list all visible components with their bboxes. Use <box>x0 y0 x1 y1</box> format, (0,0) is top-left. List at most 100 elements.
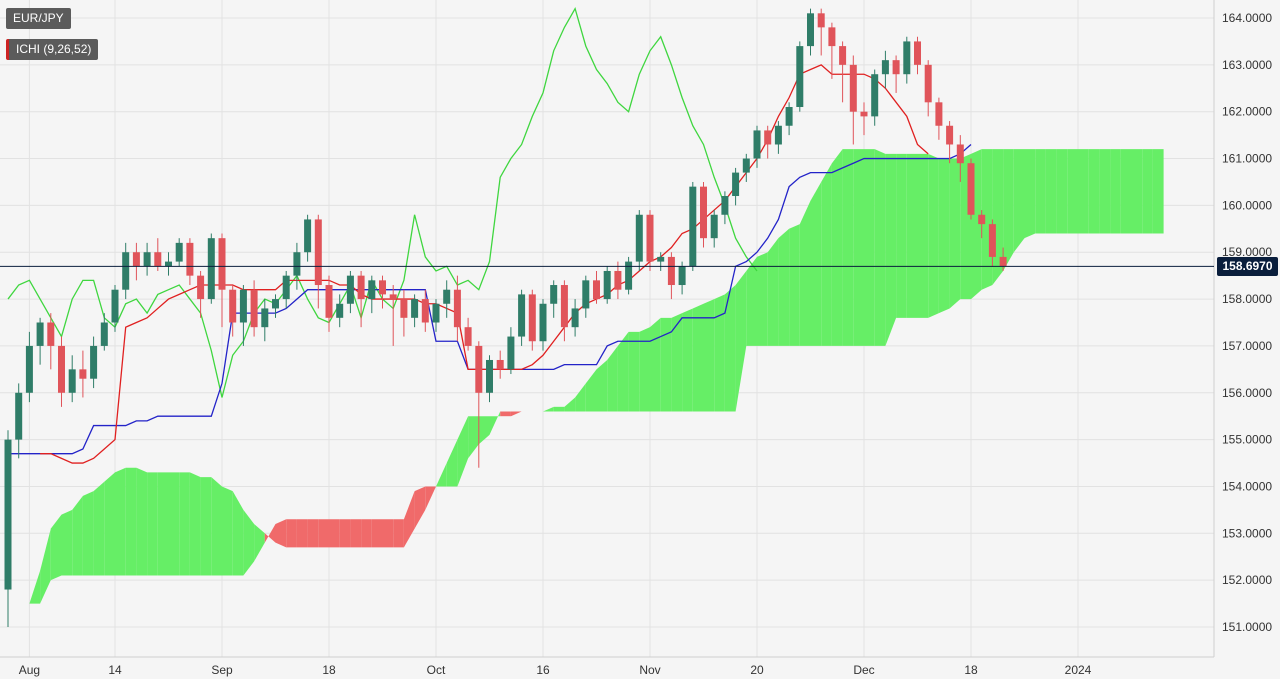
candle-down <box>154 252 162 267</box>
candle-down <box>892 60 900 75</box>
x-tick-label: 18 <box>964 663 978 677</box>
candle-down <box>400 299 408 318</box>
candle-down <box>357 275 365 300</box>
candle-up <box>282 275 290 300</box>
kumo-bull-segment <box>478 416 490 445</box>
x-tick-label: Aug <box>19 663 40 677</box>
kumo-bull-segment <box>168 472 180 576</box>
kumo-bull-segment <box>1067 149 1078 234</box>
kumo-bull-segment <box>682 308 693 412</box>
kumo-bear-segment <box>318 519 329 548</box>
kumo-bull-segment <box>885 153 897 346</box>
candle-up <box>625 261 633 290</box>
x-tick-label: 2024 <box>1065 663 1092 677</box>
candle-down <box>58 345 65 393</box>
x-tick-label: 14 <box>108 663 122 677</box>
kumo-bear-segment <box>361 519 372 548</box>
candle-up <box>871 74 879 117</box>
kumo-bull-segment <box>853 149 864 346</box>
kumo-bull-segment <box>1120 149 1132 234</box>
candle-down <box>464 327 472 346</box>
kumo-bull-segment <box>179 472 190 576</box>
y-tick-label: 153.0000 <box>1222 526 1272 540</box>
kumo-bull-segment <box>906 153 918 318</box>
kumo-bull-segment <box>446 439 458 487</box>
candle-down <box>849 64 857 112</box>
kumo-bull-segment <box>125 467 137 576</box>
kumo-bull-segment <box>650 317 661 412</box>
kumo-bull-segment <box>436 463 447 487</box>
kumo-bull-segment <box>1078 149 1089 234</box>
candle-down <box>839 46 847 65</box>
kumo-bear-segment <box>403 491 415 548</box>
kumo-bull-segment <box>147 472 158 576</box>
kumo-bear-segment <box>500 411 511 417</box>
candle-down <box>218 238 226 290</box>
candle-down <box>79 369 87 379</box>
x-tick-label: 20 <box>750 663 764 677</box>
candle-down <box>325 285 333 318</box>
kumo-bull-segment <box>917 153 929 318</box>
kumo-bear-segment <box>414 486 426 529</box>
kumo-bull-segment <box>585 369 597 412</box>
kumo-bull-segment <box>232 491 244 576</box>
candle-up <box>100 322 108 346</box>
candle-down <box>764 130 772 145</box>
candle-down <box>828 27 836 47</box>
candle-up <box>539 303 547 342</box>
kumo-bull-segment <box>864 149 875 346</box>
candle-up <box>507 336 515 370</box>
kumo-bull-segment <box>607 345 618 412</box>
candle-down <box>914 41 921 65</box>
candle-down <box>229 289 237 323</box>
kumo-bear-segment <box>371 519 383 548</box>
kumo-bull-segment <box>1013 149 1025 253</box>
kumo-bull-segment <box>243 509 255 576</box>
kumo-bull-segment <box>61 509 73 576</box>
x-tick-label: 16 <box>536 663 550 677</box>
y-tick-label: 161.0000 <box>1222 152 1272 166</box>
kumo-bull-segment <box>1056 149 1068 234</box>
candle-down <box>593 280 600 300</box>
y-tick-label: 163.0000 <box>1222 58 1272 72</box>
indicator-label[interactable]: ICHI (9,26,52) <box>6 39 99 60</box>
kumo-bull-segment <box>1045 149 1057 234</box>
kumo-bull-segment <box>810 181 822 346</box>
candle-up <box>175 242 183 262</box>
tenkan-sen-line <box>40 64 929 464</box>
kumo-bull-segment <box>928 153 939 318</box>
y-tick-label: 152.0000 <box>1222 573 1272 587</box>
candle-up <box>742 158 750 173</box>
kumo-bull-segment <box>50 514 62 581</box>
kumo-bull-segment <box>671 313 683 412</box>
candle-down <box>560 285 568 328</box>
kumo-bear-segment <box>307 519 319 548</box>
kumo-bull-segment <box>938 158 950 314</box>
candle-down <box>47 322 55 346</box>
kumo-bull-segment <box>778 228 790 346</box>
kumo-bull-segment <box>1110 149 1121 234</box>
candle-down <box>186 242 194 276</box>
kumo-bull-segment <box>703 299 715 412</box>
kumo-bear-segment <box>339 519 351 548</box>
kumo-bear-segment <box>510 411 522 417</box>
kumo-bull-segment <box>1003 149 1014 271</box>
kumo-bull-segment <box>746 256 757 346</box>
kumo-bull-segment <box>564 397 576 412</box>
candle-down <box>860 111 868 117</box>
kumo-bull-segment <box>72 495 83 576</box>
kumo-bull-segment <box>1088 149 1100 234</box>
symbol-label[interactable]: EUR/JPY <box>6 8 71 29</box>
kumo-bull-segment <box>489 411 501 435</box>
kumo-bull-segment <box>1142 149 1153 234</box>
candle-down <box>314 219 322 286</box>
candle-up <box>518 294 526 337</box>
candle-up <box>411 299 419 318</box>
last-price-badge: 158.6970 <box>1217 256 1278 276</box>
candle-up <box>36 322 44 346</box>
kumo-bull-segment <box>457 416 469 487</box>
candle-up <box>881 60 889 75</box>
candle-down <box>475 345 483 393</box>
candle-up <box>346 275 354 304</box>
kumo-bull-segment <box>222 486 233 576</box>
